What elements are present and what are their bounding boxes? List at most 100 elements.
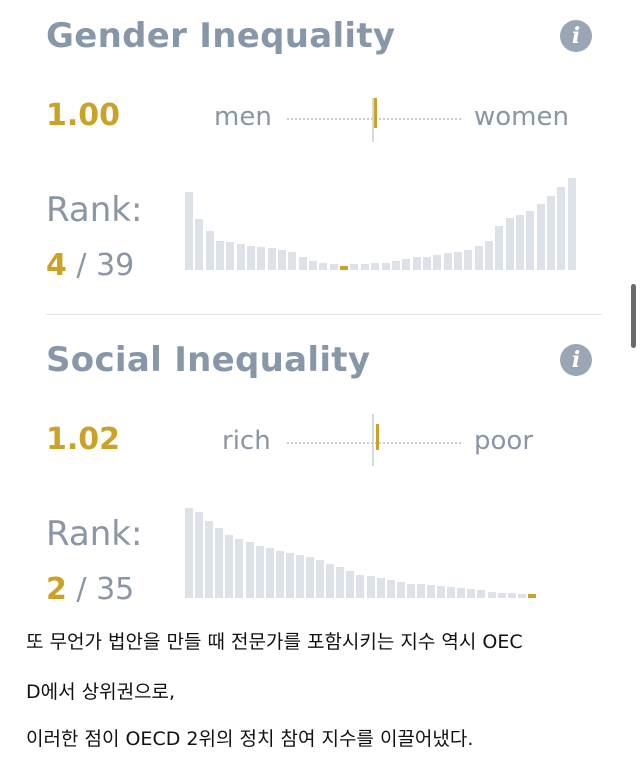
social-bar	[266, 548, 274, 598]
gender-bar	[278, 250, 286, 270]
info-icon[interactable]: i	[560, 344, 592, 376]
gender-bar	[371, 263, 379, 270]
social-title: Social Inequality	[46, 340, 371, 380]
caption-line-2: D에서 상위권으로,	[26, 681, 176, 703]
social-bar	[316, 560, 324, 598]
gender-bar	[506, 218, 514, 270]
social-bar	[256, 546, 264, 598]
social-marker	[376, 424, 379, 450]
social-bar	[417, 584, 425, 598]
gender-bar	[382, 263, 390, 270]
gender-bar	[299, 257, 307, 270]
social-bar	[246, 542, 254, 598]
gender-rank-label: Rank:	[46, 190, 143, 230]
caption-line-3: 이러한 점이 OECD 2위의 정치 참여 지수를 이끌어냈다.	[26, 728, 474, 750]
social-bar	[185, 508, 193, 598]
social-bar	[437, 586, 445, 598]
gender-bar	[402, 259, 410, 270]
gender-bar	[309, 261, 317, 270]
gender-bar	[237, 244, 245, 270]
gender-highlight-bar	[340, 266, 348, 270]
social-bar	[346, 571, 354, 598]
social-bar	[457, 588, 465, 598]
social-bar	[225, 535, 233, 598]
social-bar	[407, 584, 415, 598]
scrollbar[interactable]	[631, 284, 636, 348]
gender-rank-total: / 39	[76, 248, 135, 283]
gender-bar	[475, 246, 483, 270]
gender-bar	[247, 246, 255, 270]
gender-right-label: women	[474, 102, 569, 132]
social-bar	[326, 564, 334, 598]
social-bar	[205, 521, 213, 598]
social-rank: 2 / 35	[46, 572, 134, 607]
social-bar	[215, 528, 223, 598]
gender-bar	[557, 187, 565, 270]
social-bar	[498, 593, 506, 598]
caption-line-1: 또 무언가 법안을 만들 때 전문가를 포함시키는 지수 역시 OEC	[26, 631, 523, 653]
social-bar	[427, 585, 435, 598]
social-distribution-chart	[185, 508, 538, 598]
gender-distribution-chart	[185, 178, 578, 270]
gender-bar	[423, 257, 431, 270]
gender-inequality-section: Gender Inequality i 1.00 men women Rank:…	[0, 0, 640, 314]
social-bar	[467, 589, 475, 598]
social-bar	[518, 594, 526, 598]
social-bar	[387, 580, 395, 598]
social-rank-total: / 35	[76, 572, 135, 607]
gender-bar	[485, 241, 493, 270]
social-bar	[286, 553, 294, 598]
social-scale-center	[372, 414, 374, 466]
social-bar	[477, 590, 485, 598]
gender-score: 1.00	[46, 98, 121, 133]
social-bar	[377, 578, 385, 598]
gender-bar	[350, 264, 358, 270]
social-bar	[447, 587, 455, 598]
gender-bar	[392, 261, 400, 270]
social-bar	[296, 555, 304, 598]
social-bar	[336, 567, 344, 598]
social-inequality-section: Social Inequality i 1.02 rich poor Rank:…	[0, 324, 640, 610]
social-bar	[235, 539, 243, 598]
gender-bar	[433, 255, 441, 270]
social-rank-number: 2	[46, 572, 67, 607]
social-rank-label: Rank:	[46, 514, 143, 554]
info-icon[interactable]: i	[560, 20, 592, 52]
gender-bar	[495, 226, 503, 270]
social-bar	[356, 575, 364, 598]
social-left-label: rich	[222, 426, 271, 456]
gender-bar	[568, 178, 576, 270]
gender-bar	[464, 250, 472, 270]
gender-bar	[454, 252, 462, 270]
section-divider	[46, 314, 602, 315]
gender-bar	[257, 247, 265, 270]
social-bar	[276, 551, 284, 598]
gender-bar	[413, 257, 421, 270]
gender-bar	[547, 196, 555, 270]
social-highlight-bar	[528, 594, 536, 598]
gender-bar	[537, 204, 545, 270]
social-scale-line	[287, 442, 461, 444]
gender-bar	[195, 219, 203, 270]
social-bar	[508, 593, 516, 598]
gender-rank: 4 / 39	[46, 248, 134, 283]
social-bar	[367, 576, 375, 598]
gender-bar	[330, 264, 338, 270]
social-bar	[488, 592, 496, 598]
gender-left-label: men	[214, 102, 272, 132]
gender-bar	[516, 215, 524, 270]
social-bar	[397, 582, 405, 598]
gender-bar	[206, 231, 214, 270]
gender-bar	[226, 242, 234, 270]
inequality-panel: Gender Inequality i 1.00 men women Rank:…	[0, 0, 640, 610]
social-bar	[306, 557, 314, 598]
social-bar	[195, 512, 203, 598]
gender-bar	[216, 241, 224, 270]
gender-marker	[374, 98, 377, 128]
gender-bar	[268, 248, 276, 270]
gender-bar	[526, 211, 534, 270]
gender-bar	[361, 264, 369, 270]
gender-bar	[319, 263, 327, 270]
gender-bar	[444, 253, 452, 270]
gender-title: Gender Inequality	[46, 16, 396, 56]
